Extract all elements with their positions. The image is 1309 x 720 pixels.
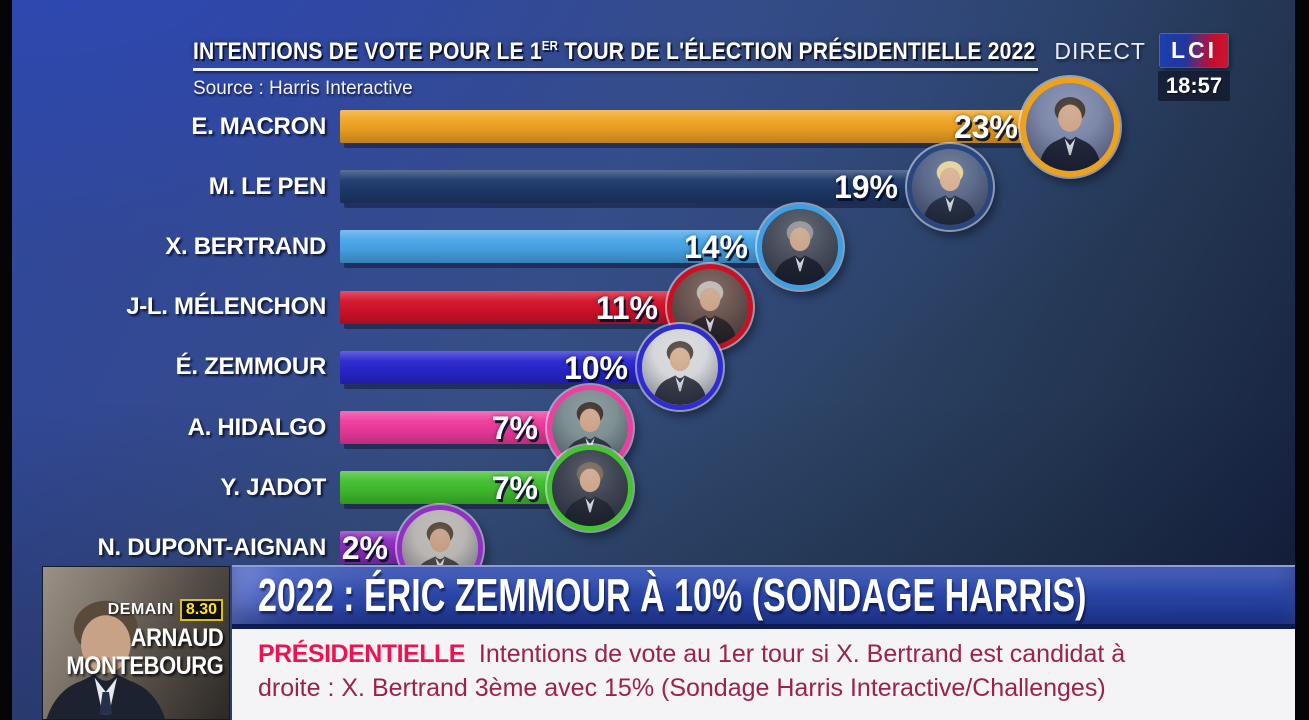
chart-row: N. DUPONT-AIGNAN 2% [0, 504, 1309, 591]
candidate-label: N. DUPONT-AIGNAN [97, 533, 326, 561]
candidate-bar [340, 411, 550, 444]
promo-schedule: DEMAIN 8.30 [43, 599, 223, 621]
chart-row: M. LE PEN 19% [0, 143, 1309, 230]
candidate-label: M. LE PEN [208, 172, 327, 200]
chart-title-text-2: TOUR DE L'ÉLECTION PRÉSIDENTIELLE 2022 [558, 38, 1036, 65]
clock: 18:57 [1158, 71, 1230, 101]
candidate-avatar [1020, 76, 1120, 177]
channel-logo-text: LCI [1170, 37, 1218, 63]
chart-title-text: INTENTIONS DE VOTE POUR LE 1 [193, 38, 542, 65]
candidate-portrait-icon [562, 461, 618, 526]
chart-row: X. BERTRAND 14% [0, 203, 1309, 290]
chart-title: INTENTIONS DE VOTE POUR LE 1ER TOUR DE L… [193, 38, 1150, 66]
source-label: Source : Harris Interactive [193, 78, 413, 99]
ticker-text: PRÉSIDENTIELLE Intentions de vote au 1er … [258, 637, 1158, 705]
candidate-bar [340, 170, 910, 204]
promo-card: DEMAIN 8.30 ARNAUD MONTEBOURG [42, 566, 230, 720]
candidate-bar [340, 230, 760, 264]
candidate-value: 14% [683, 229, 748, 266]
candidate-bar [340, 290, 670, 324]
promo-time-badge: 8.30 [179, 599, 223, 621]
candidate-bar [340, 110, 1030, 143]
candidate-label: É. ZEMMOUR [175, 353, 327, 381]
chart-row: A. HIDALGO 7% [0, 384, 1309, 471]
promo-when-label: DEMAIN [107, 601, 174, 618]
channel-logo: LCI [1160, 34, 1228, 67]
candidate-label: E. MACRON [191, 112, 326, 140]
promo-portrait-icon [46, 600, 166, 719]
candidate-value: 7% [491, 470, 538, 507]
candidate-value: 10% [563, 349, 628, 386]
chart-row: Y. JADOT 7% [0, 444, 1309, 531]
candidate-label: X. BERTRAND [165, 232, 326, 260]
candidate-value: 7% [491, 410, 538, 446]
candidate-label: A. HIDALGO [187, 413, 327, 441]
candidate-portrait-icon [1038, 96, 1102, 171]
candidate-value: 23% [953, 109, 1018, 145]
candidate-bar [340, 531, 400, 565]
chart-row: É. ZEMMOUR 10% [0, 324, 1309, 411]
candidate-label: J-L. MÉLENCHON [126, 293, 326, 321]
candidate-value: 2% [341, 530, 388, 567]
ticker-kicker: PRÉSIDENTIELLE [258, 640, 465, 668]
direct-badge: DIRECT [1054, 38, 1146, 64]
chart-row: E. MACRON 23% [0, 76, 1309, 177]
candidate-portrait-icon [772, 221, 828, 285]
promo-guest-firstname: ARNAUD [130, 624, 223, 652]
candidate-avatar [907, 143, 993, 230]
candidate-bar [340, 471, 550, 505]
title-underline [193, 68, 1038, 71]
candidate-portrait-icon [922, 160, 978, 225]
candidate-avatar [757, 203, 843, 290]
left-screen-edge [0, 0, 12, 720]
ticker-body: Intentions de vote au 1er tour si X. Ber… [258, 640, 1126, 702]
promo-guest-lastname: MONTEBOURG [66, 652, 223, 680]
chart-title-superscript: ER [541, 38, 559, 53]
candidate-avatar [547, 444, 633, 531]
right-screen-edge [1295, 0, 1309, 720]
candidate-label: Y. JADOT [220, 473, 326, 501]
headline-banner: 2022 : ÉRIC ZEMMOUR À 10% (SONDAGE HARRI… [232, 565, 1295, 629]
candidate-avatar [637, 324, 723, 411]
candidate-bar [340, 350, 640, 384]
news-ticker: PRÉSIDENTIELLE Intentions de vote au 1er … [232, 629, 1295, 720]
candidate-portrait-icon [652, 341, 708, 406]
candidate-value: 11% [595, 289, 658, 326]
candidate-value: 19% [833, 169, 898, 206]
chart-row: J-L. MÉLENCHON 11% [0, 264, 1309, 351]
headline-text: 2022 : ÉRIC ZEMMOUR À 10% (SONDAGE HARRI… [258, 569, 1087, 621]
